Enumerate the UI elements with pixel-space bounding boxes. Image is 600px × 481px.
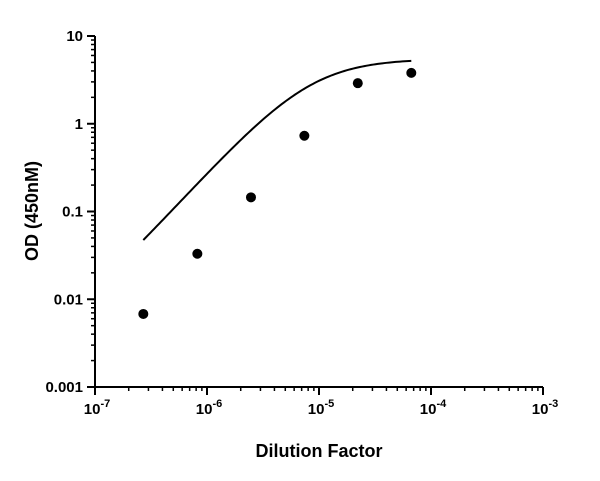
y-tick-label: 0.01 (54, 291, 83, 308)
x-tick-label: 10-3 (532, 398, 558, 418)
data-points (138, 67, 417, 319)
x-axis: 10-7 10-6 10-5 10-4 10-3 (84, 386, 558, 418)
y-axis: 10 1 0.1 0.01 0.001 (45, 28, 96, 396)
x-axis-title: Dilution Factor (256, 441, 383, 461)
data-point (245, 192, 256, 203)
x-tick-label: 10-4 (420, 398, 447, 418)
x-ticks: 10-7 10-6 10-5 10-4 10-3 (84, 387, 558, 418)
data-point (406, 67, 417, 78)
y-tick-label: 1 (75, 116, 83, 133)
fit-curve (142, 59, 412, 241)
x-tick-label: 10-6 (196, 398, 222, 418)
data-point (138, 308, 149, 319)
y-tick-label: 0.001 (45, 379, 83, 396)
y-tick-label: 0.1 (62, 204, 83, 221)
y-tick-label: 10 (66, 28, 83, 45)
x-tick-label: 10-7 (84, 398, 110, 418)
y-axis-title: OD (450nM) (22, 161, 42, 261)
data-point (352, 78, 363, 89)
y-ticks: 10 1 0.1 0.01 0.001 (45, 28, 95, 396)
x-tick-label: 10-5 (308, 398, 334, 418)
data-point (299, 130, 310, 141)
data-point (192, 248, 203, 259)
